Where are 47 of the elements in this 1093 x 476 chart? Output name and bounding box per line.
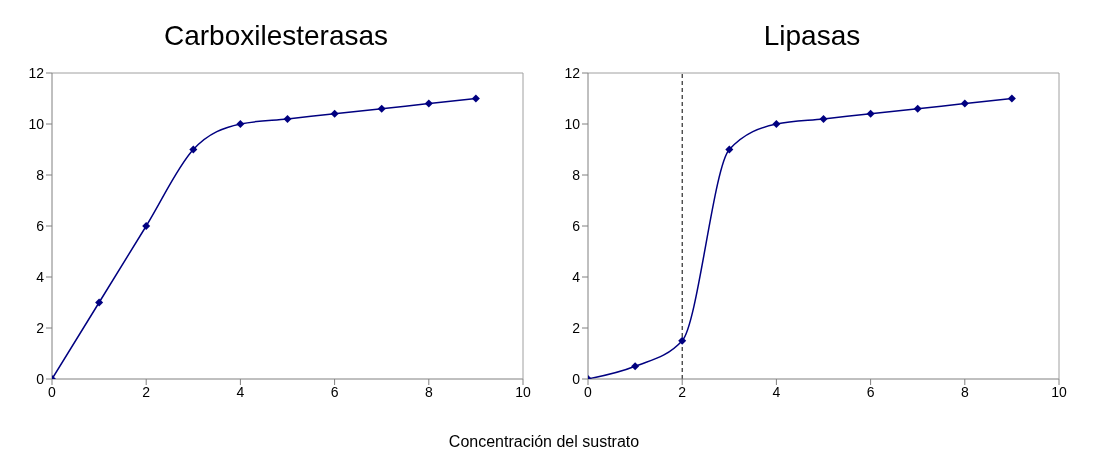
point — [678, 336, 687, 345]
x-tick-label: 6 — [866, 383, 875, 400]
y-tick-label: 4 — [572, 268, 581, 285]
x-tick-label: 6 — [330, 383, 339, 400]
y-tick-label: 12 — [28, 64, 45, 81]
x-tick-label: 0 — [584, 383, 593, 400]
x-tick-label: 8 — [960, 383, 969, 400]
y-tick-label: 6 — [572, 217, 581, 234]
point — [142, 222, 151, 230]
point — [330, 109, 339, 118]
y-tick-label: 10 — [564, 115, 581, 132]
y-tick-label: 8 — [36, 166, 45, 183]
x-tick-label: 0 — [48, 383, 57, 400]
y-tick-label: 0 — [36, 370, 45, 387]
x-tick-label: 4 — [236, 383, 245, 400]
y-tick-label: 10 — [28, 115, 45, 132]
point — [424, 99, 433, 108]
chart-title: Lipasas — [762, 19, 862, 53]
y-tick-label: 12 — [564, 64, 581, 81]
y-tick-label: 2 — [36, 319, 45, 336]
point — [866, 109, 875, 118]
point — [95, 298, 104, 307]
point — [960, 99, 969, 108]
point — [725, 145, 734, 154]
x-tick-label: 8 — [424, 383, 433, 400]
point — [189, 145, 198, 154]
x-tick-label: 2 — [142, 383, 151, 400]
point — [913, 104, 922, 113]
point — [283, 114, 292, 123]
y-tick-label: 0 — [572, 370, 581, 387]
y-tick-label: 4 — [36, 268, 45, 285]
chart-title: Carboxilesterasas — [162, 19, 390, 53]
y-tick-label: 6 — [36, 217, 45, 234]
point — [819, 114, 828, 123]
point — [631, 362, 640, 371]
y-tick-label: 2 — [572, 319, 581, 336]
x-axis-title: Concentración del sustrato — [447, 433, 641, 451]
x-tick-label: 2 — [678, 383, 687, 400]
x-tick-label: 10 — [515, 383, 531, 400]
point — [377, 104, 386, 113]
x-tick-label: 10 — [1051, 383, 1067, 400]
point — [772, 120, 781, 128]
y-tick-label: 8 — [572, 166, 581, 183]
point — [1007, 94, 1016, 103]
point — [236, 120, 245, 128]
x-tick-label: 4 — [772, 383, 781, 400]
point — [471, 94, 480, 103]
